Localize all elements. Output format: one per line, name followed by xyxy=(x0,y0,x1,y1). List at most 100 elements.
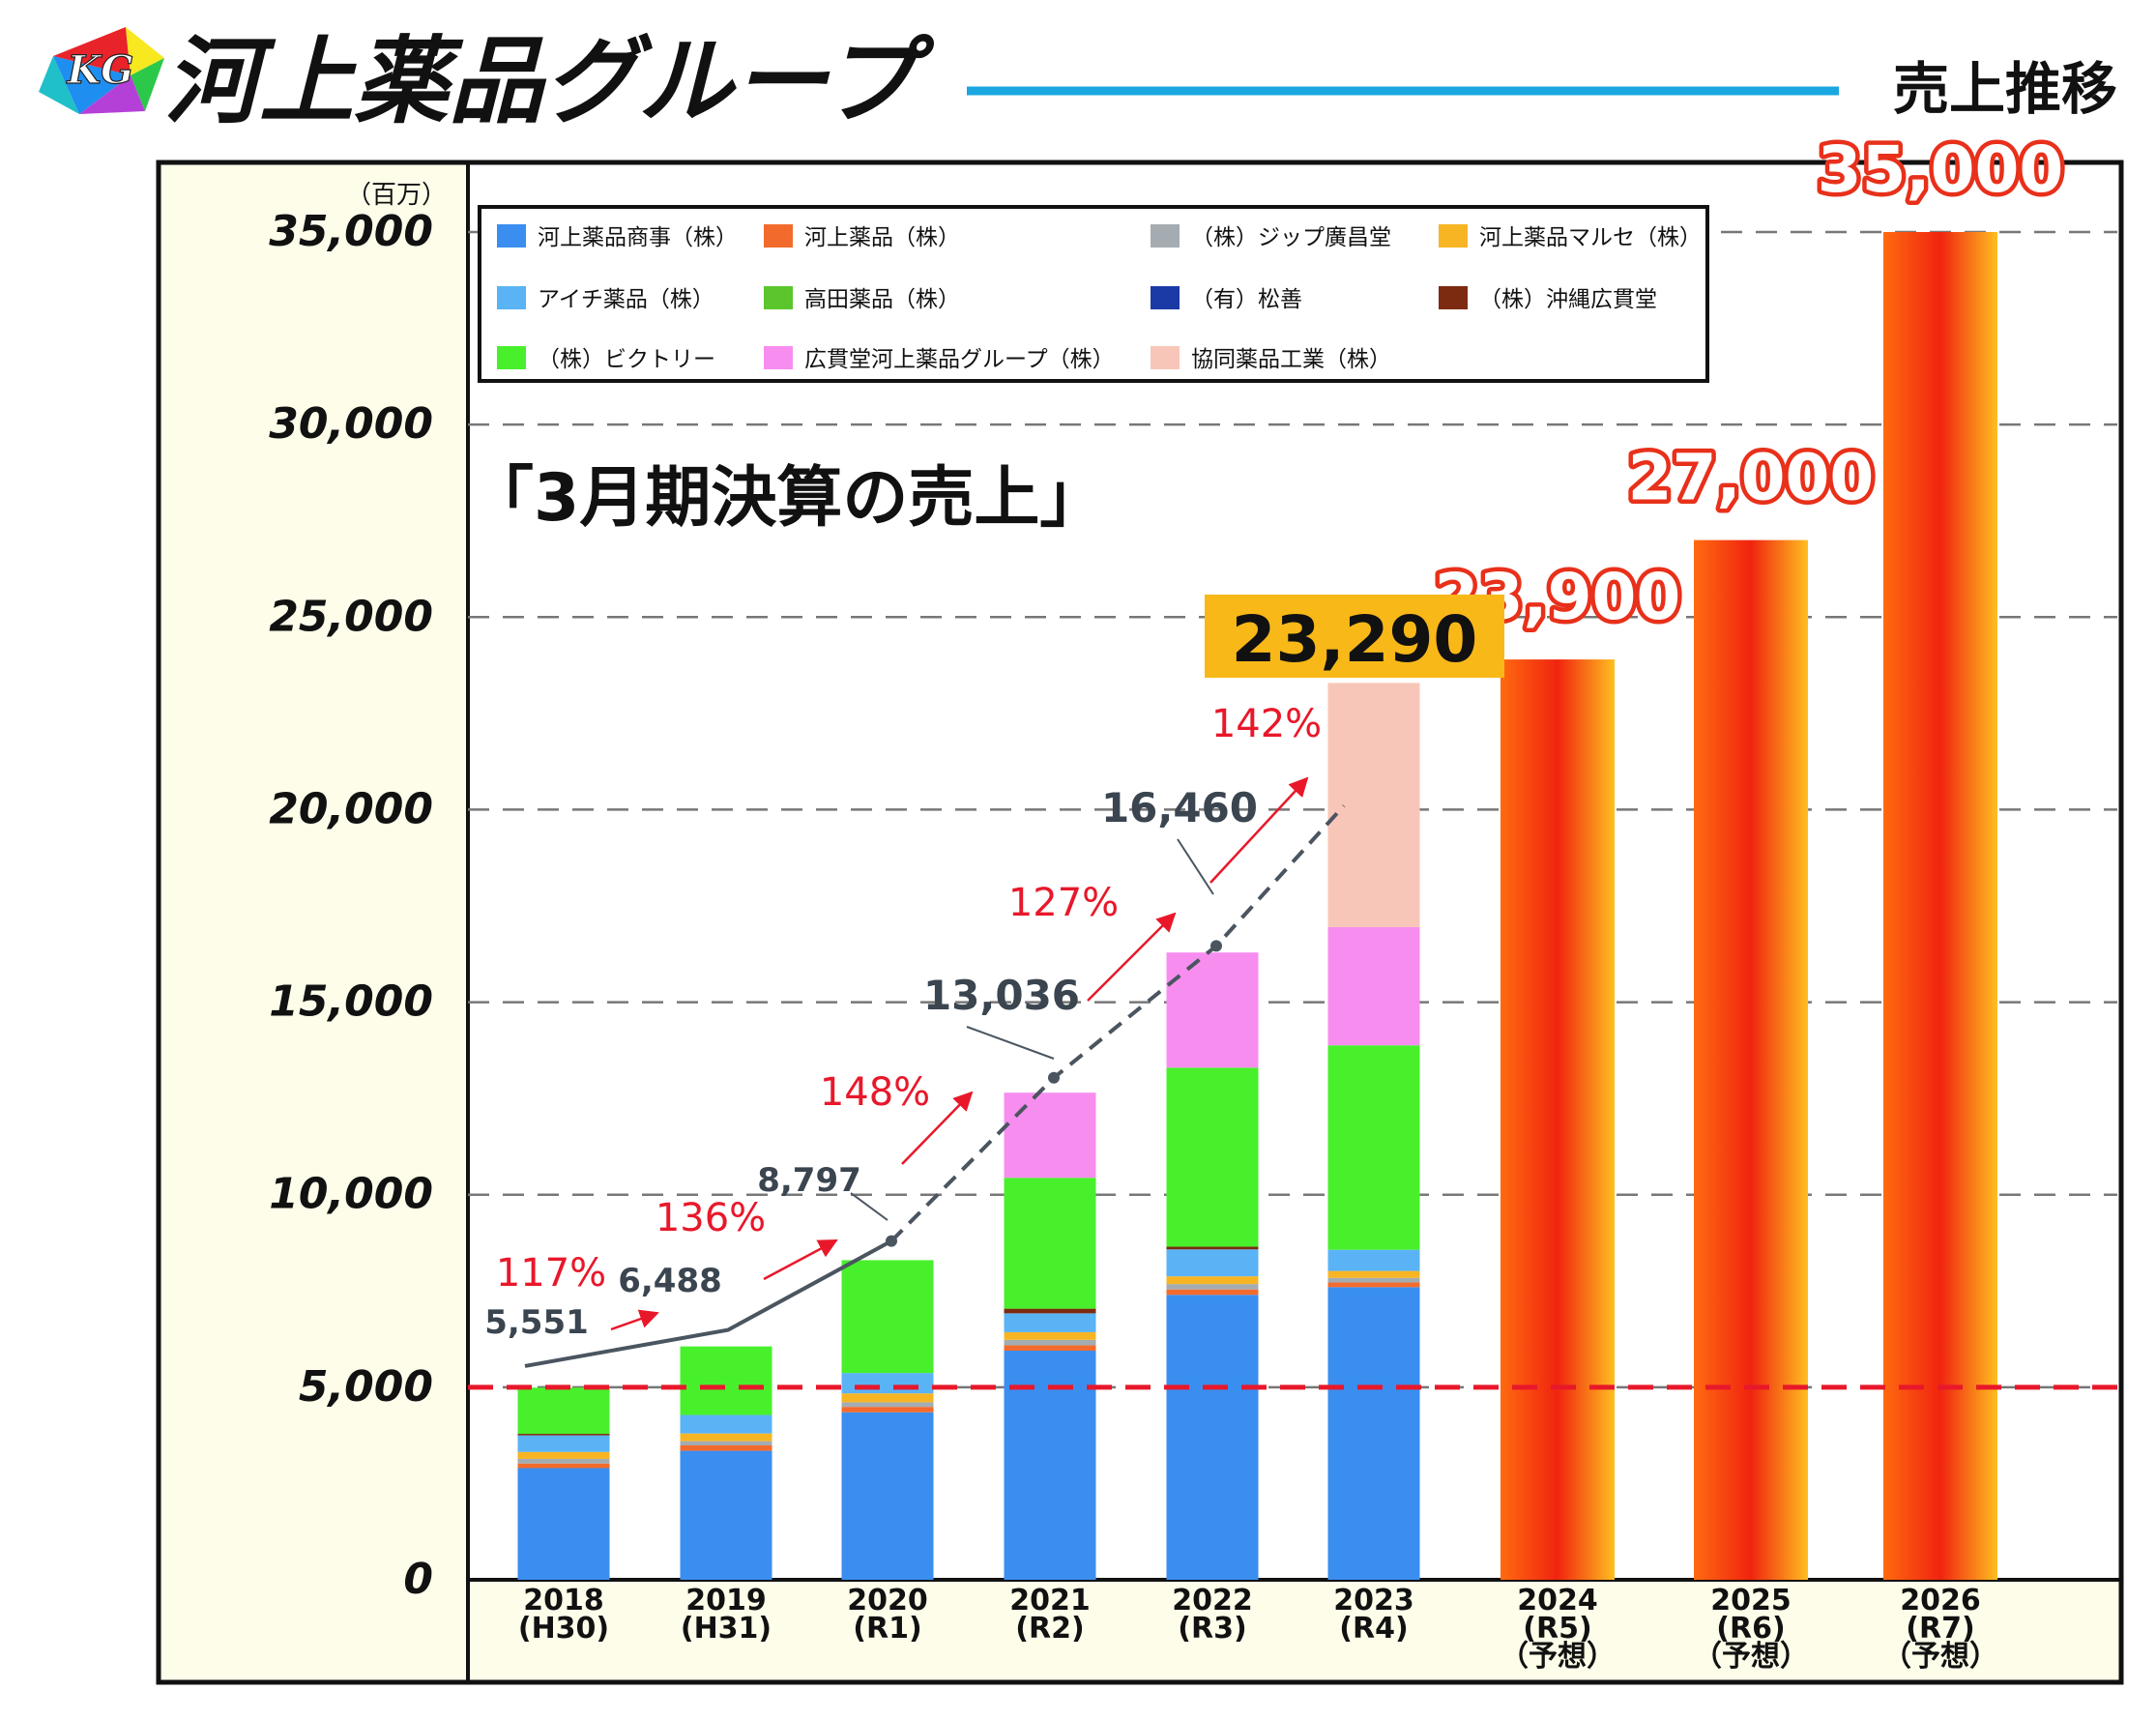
x-tick-label: (R3) xyxy=(1178,1612,1246,1646)
x-tick-label: 2026 xyxy=(1900,1584,1981,1617)
label-connector xyxy=(966,1026,1055,1060)
legend-label: 高田薬品（株） xyxy=(804,287,960,312)
forecast-bar xyxy=(1694,539,1808,1580)
x-tick-labels: 2018(H30)2019(H31)2020(R1)2021(R2)2022(R… xyxy=(518,1584,1998,1674)
y-tick-label: 5,000 xyxy=(299,1362,433,1412)
legend-swatch xyxy=(1439,224,1468,248)
legend-swatch xyxy=(497,286,526,309)
trend-point xyxy=(1210,940,1222,952)
y-tick-label: 20,000 xyxy=(269,784,433,833)
legend-label: （有）松善 xyxy=(1191,287,1302,312)
y-tick-label: 10,000 xyxy=(269,1170,433,1219)
legend-swatch xyxy=(764,224,793,248)
legend-box xyxy=(478,205,1709,383)
bar-segment xyxy=(680,1433,772,1442)
legend-label: （株）ビクトリー xyxy=(538,347,715,372)
y-tick-labels: 0 5,000 10,000 15,000 20,000 25,000 30,000 35,0… xyxy=(269,207,433,1604)
x-tick-label: (R2) xyxy=(1015,1612,1084,1646)
trend-dashed xyxy=(889,804,1346,1243)
forecast-bar xyxy=(1500,659,1615,1580)
x-tick-label: (R5) xyxy=(1523,1612,1591,1646)
forecast-value-label: 27,000 xyxy=(1628,441,1875,515)
x-axis-panel xyxy=(468,1580,2121,1682)
forecast-bar xyxy=(1883,232,1997,1580)
highlight-total-box xyxy=(1205,595,1504,678)
trend-value-label: 8,797 xyxy=(757,1161,861,1200)
legend-swatch xyxy=(497,346,526,369)
bar-segment xyxy=(1004,1313,1096,1332)
legend-label: （株）沖縄広貫堂 xyxy=(1479,287,1657,312)
label-connector xyxy=(850,1192,889,1221)
trend-line: 5,551 6,488 8,797 13,036 16,460 117% 136% 148% 1… xyxy=(484,702,1346,1368)
bar-segment xyxy=(517,1451,610,1459)
bar-segment xyxy=(680,1414,772,1434)
x-tick-label: 2024 xyxy=(1517,1584,1598,1617)
bar-segment xyxy=(841,1260,934,1374)
bar-segment xyxy=(1004,1345,1096,1352)
y-tick-label: 35,000 xyxy=(269,207,433,256)
y-tick-label: 0 xyxy=(403,1555,433,1604)
bar-segment xyxy=(841,1412,934,1580)
bar-segment xyxy=(1166,1295,1259,1580)
legend-swatch xyxy=(497,224,526,248)
bar-segment xyxy=(1166,1067,1259,1247)
x-tick-label: (R4) xyxy=(1339,1612,1408,1646)
legend-swatch xyxy=(764,346,793,369)
bar-segment xyxy=(1166,1276,1259,1285)
trend-point xyxy=(886,1235,897,1247)
x-tick-label: 2018 xyxy=(523,1584,604,1617)
bar-segment xyxy=(680,1441,772,1445)
legend-label: 広貫堂河上薬品グループ（株） xyxy=(804,347,1115,372)
legend-label: 河上薬品（株） xyxy=(804,225,960,250)
growth-label: 117% xyxy=(496,1251,606,1296)
company-name: 河上薬品グループ xyxy=(164,27,935,137)
bar-segment xyxy=(1327,1282,1420,1288)
x-tick-label: 2022 xyxy=(1172,1584,1253,1617)
growth-label: 142% xyxy=(1211,702,1322,746)
bar-segment xyxy=(1166,1249,1259,1277)
bar-segment xyxy=(1166,1284,1259,1290)
x-tick-label: 2019 xyxy=(685,1584,767,1617)
bar-segment xyxy=(1004,1331,1096,1340)
growth-arrow xyxy=(1087,912,1177,1002)
growth-label: 136% xyxy=(656,1196,766,1240)
bar-segment xyxy=(841,1373,934,1394)
legend-swatch xyxy=(764,286,793,309)
growth-arrow xyxy=(1209,776,1309,884)
label-connector xyxy=(1177,838,1214,895)
x-tick-label: （予想） xyxy=(1882,1640,1998,1674)
growth-arrow xyxy=(763,1238,838,1281)
trend-point xyxy=(1048,1071,1060,1084)
y-axis-panel xyxy=(159,162,468,1682)
bar-segment xyxy=(841,1407,934,1413)
bar-segment xyxy=(1166,1246,1259,1250)
bar-segment xyxy=(1166,1289,1259,1296)
growth-label: 127% xyxy=(1008,881,1119,925)
legend-label: 河上薬品商事（株） xyxy=(538,225,738,250)
y-tick-label: 30,000 xyxy=(269,399,433,449)
growth-arrow xyxy=(901,1091,974,1165)
bar-segment xyxy=(841,1393,934,1403)
bar-segment xyxy=(1004,1339,1096,1346)
logo-text: KG xyxy=(67,47,134,93)
chart-title: 「3月期決算の売上」 xyxy=(468,460,1105,537)
trend-value-label: 6,488 xyxy=(618,1262,722,1300)
x-tick-label: (H31) xyxy=(681,1612,772,1646)
bar-segment xyxy=(1327,1287,1420,1580)
trend-value-label: 5,551 xyxy=(484,1303,589,1342)
x-tick-label: (R6) xyxy=(1716,1612,1785,1646)
chart-frame xyxy=(156,160,2124,1685)
growth-arrow xyxy=(610,1309,659,1331)
growth-label: 148% xyxy=(820,1070,930,1115)
legend-label: 協同薬品工業（株） xyxy=(1191,347,1391,372)
section-title: 売上推移 xyxy=(1893,56,2117,122)
bar-segment xyxy=(1327,926,1420,1046)
bar-segment xyxy=(517,1463,610,1469)
bar-segment xyxy=(1166,952,1259,1068)
trend-solid xyxy=(524,1238,892,1368)
bar-segment xyxy=(517,1434,610,1436)
legend-swatch xyxy=(1151,224,1180,248)
bar-segment xyxy=(680,1450,772,1580)
